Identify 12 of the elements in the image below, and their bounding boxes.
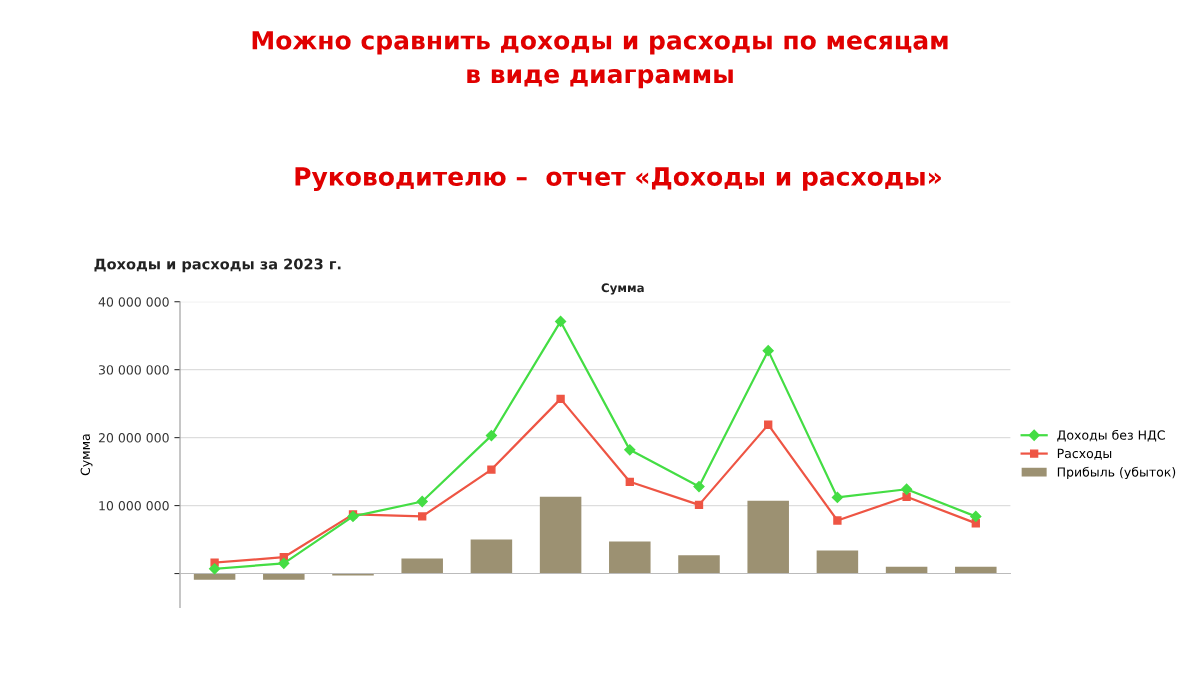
- legend-label: Прибыль (убыток): [1057, 466, 1176, 480]
- y-tick-label: 10 000 000: [99, 501, 169, 511]
- text: Доходы и расходы за 2023 г.: [94, 258, 341, 273]
- y-tick-label: 30 000 000: [98, 365, 169, 375]
- text: Сумма: [601, 283, 644, 295]
- chart-subtitle: Руководителю – отчет «Доходы и расходы»: [295, 167, 941, 191]
- y-axis-title: Сумма: [80, 434, 93, 476]
- y-tick-label: 40 000 000: [98, 297, 169, 307]
- y-tick-label: 20 000 000: [98, 433, 169, 443]
- chart-title: Можно сравнить доходы и расходы по месяцам в виде диаграммы: [252, 31, 948, 89]
- legend-label: Расходы: [1057, 448, 1112, 460]
- legend-label: Доходы без НДС: [1057, 429, 1165, 442]
